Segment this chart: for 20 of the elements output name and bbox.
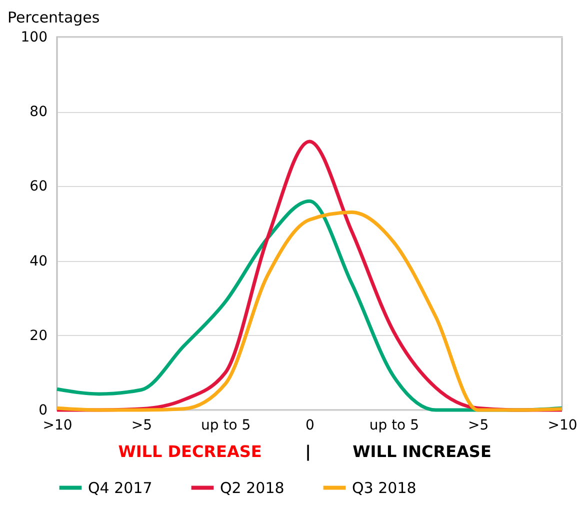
y-tick-label: 0 [38, 402, 48, 418]
x-tick-label: >5 [131, 418, 152, 434]
x-tick-label: up to 5 [369, 418, 419, 434]
text: WILL DECREASE [118, 442, 262, 461]
x-tick-label: >10 [42, 418, 72, 434]
y-axis-title: Percentages [8, 8, 100, 26]
x-tick-label: up to 5 [201, 418, 251, 434]
y-tick-label: 60 [30, 178, 48, 195]
y-tick-label: 100 [20, 30, 48, 46]
legend-label: Q2 2018 [220, 478, 284, 497]
text: | [305, 442, 311, 461]
x-tick-label: >10 [548, 418, 578, 434]
y-tick-label: 40 [30, 253, 48, 270]
text: WILL INCREASE [352, 442, 492, 461]
x-tick-label: >5 [468, 418, 489, 434]
x-tick-label: 0 [306, 418, 314, 434]
y-tick-label: 80 [30, 104, 48, 120]
y-tick-label: 20 [30, 328, 48, 344]
legend-label: Q4 2017 [88, 478, 152, 497]
legend-label: Q3 2018 [352, 478, 416, 497]
